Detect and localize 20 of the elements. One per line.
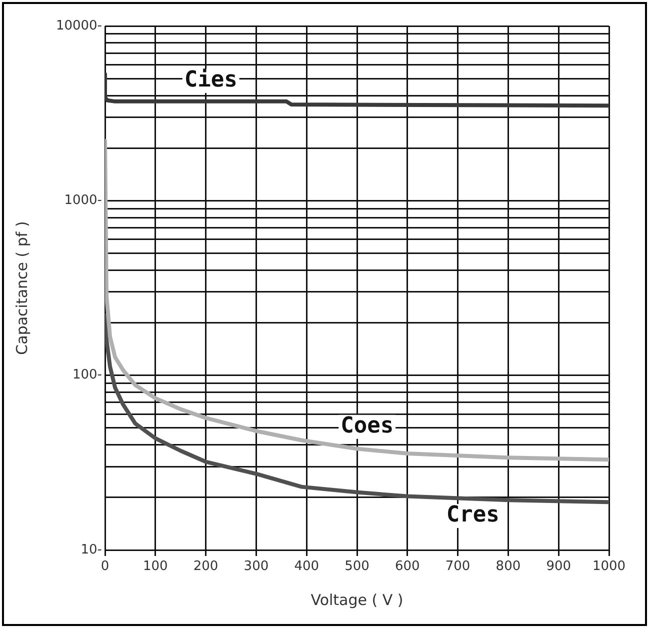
- y-tick-label: 100-: [72, 368, 102, 383]
- x-tick-label: 700: [445, 559, 470, 574]
- y-axis-title: Capacitance ( pf ): [12, 221, 31, 355]
- x-tick-label: 500: [344, 559, 370, 574]
- x-tick-label: 600: [394, 559, 420, 574]
- series-label: Cres: [446, 502, 500, 528]
- x-tick-label: 0: [100, 559, 110, 574]
- x-tick-label: 400: [294, 559, 320, 574]
- series-label: Coes: [340, 414, 394, 439]
- x-tick-label: 100: [142, 559, 168, 574]
- x-tick-label: 900: [546, 559, 572, 574]
- y-tick-label: 10-: [80, 542, 102, 558]
- y-tick-label: 1000-: [64, 193, 102, 208]
- x-tick-label: 200: [193, 559, 218, 574]
- series-label: Cies: [184, 68, 238, 93]
- x-tick-label: 800: [496, 559, 521, 574]
- x-tick-label: 1000: [592, 559, 626, 574]
- x-tick-label: 300: [244, 559, 269, 574]
- y-tick-label: 10000-: [56, 18, 102, 34]
- x-axis-title: Voltage ( V ): [310, 590, 404, 609]
